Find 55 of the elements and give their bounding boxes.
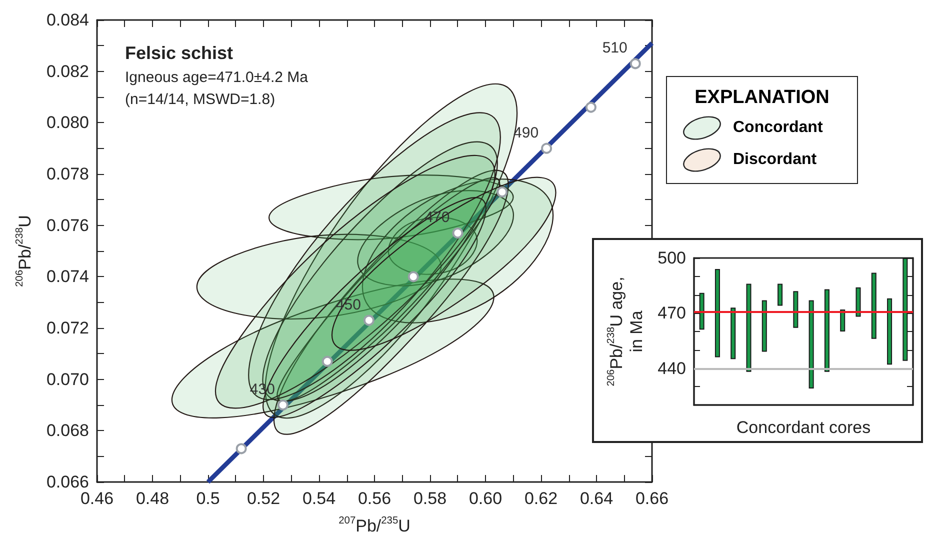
bar <box>762 300 767 352</box>
x-tick-label: 0.58 <box>413 489 447 508</box>
text: Concordant <box>733 119 823 137</box>
annotation: 510 <box>602 40 628 57</box>
y-tick-label: 440 <box>658 358 686 378</box>
y-axis-title: 206Pb/238U <box>14 215 34 287</box>
annotation: (n=14/14, MSWD=1.8) <box>125 91 276 108</box>
x-tick-label: 0.5 <box>196 489 220 508</box>
bar <box>714 269 720 358</box>
bar <box>746 284 752 372</box>
x-tick-label: 0.46 <box>80 489 114 508</box>
point <box>277 400 288 410</box>
x-tick-label: 0.64 <box>580 489 614 508</box>
bar <box>778 284 783 306</box>
x-tick-label: 0.48 <box>136 489 170 508</box>
x-tick-label: 0.60 <box>468 489 502 508</box>
y-tick-label: 0.078 <box>46 164 89 184</box>
y-tick-label: 0.066 <box>46 472 89 492</box>
bar <box>887 298 892 365</box>
x-tick-label: 0.54 <box>302 489 336 508</box>
bar <box>871 272 876 339</box>
point <box>452 228 464 239</box>
point <box>236 443 247 454</box>
x-axis-title: Concordant cores <box>736 418 871 437</box>
y-tick-label: 0.080 <box>46 113 89 132</box>
x-tick-label: 0.66 <box>635 489 669 508</box>
y-tick-label: 0.070 <box>46 370 89 389</box>
y-tick-label: 470 <box>658 304 686 323</box>
bar <box>856 287 861 317</box>
bar <box>824 289 830 372</box>
y-tick-label: 0.068 <box>46 421 89 440</box>
point <box>363 314 374 326</box>
y-tick-label: 500 <box>658 248 686 268</box>
point <box>585 102 596 113</box>
point <box>496 186 508 198</box>
x-tick-label: 0.62 <box>524 489 558 508</box>
y-tick-label: 0.082 <box>46 62 89 81</box>
x-tick-label: 0.56 <box>358 489 392 508</box>
text: EXPLANATION <box>694 87 830 109</box>
bar <box>808 300 814 388</box>
y-tick-label: 0.084 <box>46 10 89 30</box>
annotation: Igneous age=471.0±4.2 Ma <box>125 69 309 86</box>
point <box>630 58 641 70</box>
point <box>322 356 333 367</box>
bar <box>730 308 736 360</box>
text: Discordant <box>733 151 817 169</box>
bar <box>793 291 798 328</box>
bar <box>840 309 846 332</box>
point <box>408 271 419 282</box>
y-tick-label: 0.074 <box>46 267 89 286</box>
annotation: Felsic schist <box>125 43 234 63</box>
x-tick-label: 0.52 <box>246 489 280 508</box>
point <box>541 142 552 154</box>
y-tick-label: 0.076 <box>46 216 89 235</box>
y-tick-label: 0.072 <box>46 318 89 338</box>
